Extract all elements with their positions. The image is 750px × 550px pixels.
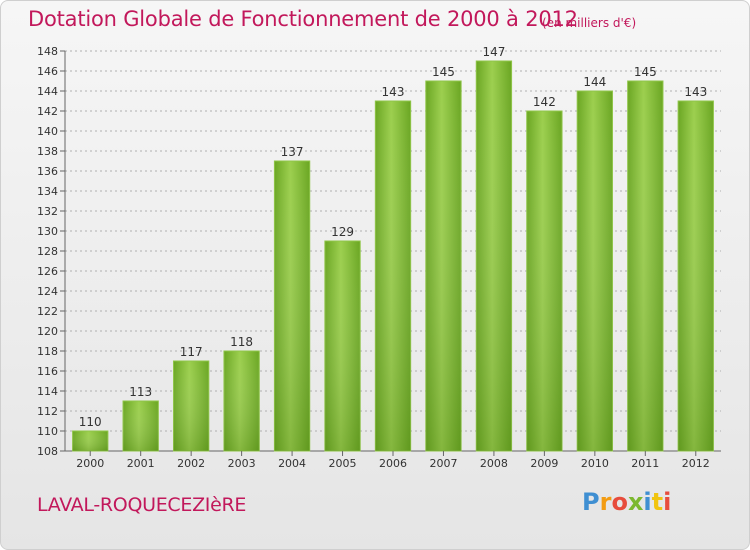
bar-value-label: 143 — [684, 85, 707, 99]
y-tick-label: 126 — [37, 265, 58, 278]
x-tick-label: 2007 — [429, 457, 457, 470]
logo-letter: t — [651, 488, 664, 516]
y-tick-label: 114 — [37, 385, 58, 398]
bars: 110 113 117 118 137 129 143 145 147 142 144 145 143 — [72, 45, 714, 452]
x-tick-label: 2008 — [480, 457, 508, 470]
y-tick-label: 116 — [37, 365, 58, 378]
y-tick-label: 108 — [37, 445, 58, 458]
y-tick-label: 120 — [37, 325, 58, 338]
bar-value-label: 113 — [129, 385, 152, 399]
y-tick-label: 148 — [37, 45, 58, 58]
logo-letter: i — [663, 488, 672, 516]
y-tick-label: 118 — [37, 345, 58, 358]
logo-letter: P — [582, 488, 600, 516]
logo-letter: i — [643, 488, 652, 516]
bar-value-label: 147 — [482, 45, 505, 59]
chart-subtitle: (en milliers d'€) — [542, 16, 637, 30]
y-tick-label: 122 — [37, 305, 58, 318]
chart-title: Dotation Globale de Fonctionnement de 20… — [28, 7, 578, 31]
x-tick-label: 2012 — [682, 457, 710, 470]
bar-value-label: 117 — [180, 345, 203, 359]
x-tick-label: 2011 — [631, 457, 659, 470]
bar-shade — [123, 401, 159, 451]
y-tick-label: 130 — [37, 225, 58, 238]
bar-value-label: 129 — [331, 225, 354, 239]
x-tick-label: 2004 — [278, 457, 306, 470]
bar-value-label: 118 — [230, 335, 253, 349]
y-tick-label: 142 — [37, 105, 58, 118]
bar-value-label: 145 — [634, 65, 657, 79]
y-tick-label: 128 — [37, 245, 58, 258]
x-tick-label: 2003 — [228, 457, 256, 470]
bar-shade — [324, 241, 361, 451]
bar-shade — [526, 111, 563, 451]
x-tick-label: 2002 — [177, 457, 205, 470]
bar-shade — [274, 161, 310, 451]
logo-letter: o — [611, 488, 628, 516]
y-tick-label: 132 — [37, 205, 58, 218]
logo-letter: r — [599, 488, 612, 516]
x-tick-label: 2005 — [329, 457, 357, 470]
bar-shade — [72, 431, 108, 451]
bar-shade — [627, 81, 663, 451]
bar-shade — [375, 101, 411, 451]
bar-shade — [678, 101, 714, 451]
x-tick-label: 2009 — [530, 457, 558, 470]
bar-shade — [577, 91, 613, 451]
bar-shade — [476, 61, 512, 451]
x-tick-label: 2006 — [379, 457, 407, 470]
y-tick-label: 110 — [37, 425, 58, 438]
x-tick-label: 2001 — [127, 457, 155, 470]
y-tick-label: 112 — [37, 405, 58, 418]
y-tick-label: 136 — [37, 165, 58, 178]
y-tick-label: 144 — [37, 85, 58, 98]
proxiti-logo: Proxiti — [582, 488, 671, 516]
y-tick-label: 140 — [37, 125, 58, 138]
x-tick-label: 2010 — [581, 457, 609, 470]
x-axis: 2000 2001 2002 2003 2004 2005 2006 2007 2008 2009… — [76, 451, 710, 470]
y-tick-label: 134 — [37, 185, 58, 198]
commune-name: LAVAL-ROQUECEZIèRE — [37, 494, 247, 516]
y-tick-label: 138 — [37, 145, 58, 158]
bar-value-label: 145 — [432, 65, 455, 79]
logo-letter: x — [627, 488, 644, 516]
y-tick-label: 124 — [37, 285, 58, 298]
bar-shade — [223, 351, 260, 451]
bar-value-label: 137 — [281, 145, 304, 159]
bar-value-label: 144 — [583, 75, 606, 89]
bar-shade — [425, 81, 462, 451]
bar-value-label: 142 — [533, 95, 556, 109]
bar-shade — [173, 361, 209, 451]
bar-value-label: 143 — [382, 85, 405, 99]
x-tick-label: 2000 — [76, 457, 104, 470]
bar-value-label: 110 — [79, 415, 102, 429]
y-tick-label: 146 — [37, 65, 58, 78]
